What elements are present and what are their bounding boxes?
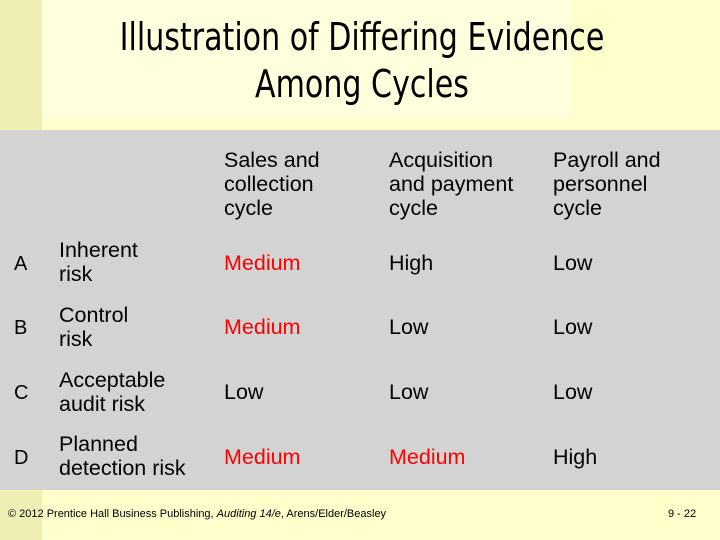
row-d-payroll-value: High [553,445,598,469]
row-b-label: Control risk [59,303,128,351]
row-c-label: Acceptable audit risk [59,368,165,416]
header-sales: Sales and collection cycle [224,148,320,220]
header-payroll-line-1: Payroll and [553,148,661,172]
row-d-sales-value: Medium [224,445,301,469]
header-payroll-line-2: personnel [553,172,648,196]
header-payroll: Payroll and personnel cycle [553,148,661,220]
row-a-sales-value: Medium [224,251,301,275]
row-c-sales-value: Low [224,380,264,404]
row-c-payroll-value: Low [553,380,593,404]
row-c-letter: C [14,382,29,404]
row-b-acquisition-value: Low [389,315,429,339]
row-a-payroll-value: Low [553,251,593,275]
row-d-label-line-1: Planned [59,432,138,456]
footer-book-title: Auditing 14/e [216,508,281,520]
header-acq-line-2: and payment [389,172,514,196]
title-line-1: Illustration of Differing Evidence [119,15,605,59]
row-a-label: Inherent risk [59,238,138,286]
row-a-acquisition-value: High [389,251,434,275]
slide-title: Illustration of Differing Evidence Among… [80,14,643,108]
footer-prefix: © 2012 Prentice Hall Business Publishing… [8,508,217,520]
row-a-label-line-2: risk [59,262,93,286]
footer-authors: , Arens/Elder/Beasley [280,508,387,520]
title-background [42,0,572,118]
row-d-label-line-2: detection risk [59,456,186,480]
header-sales-line-2: collection [224,172,314,196]
row-d-acquisition-value: Medium [389,445,466,469]
header-acq-line-1: Acquisition [389,148,493,172]
page-number: 9 - 22 [668,508,697,520]
copyright-footer: © 2012 Prentice Hall Business Publishing… [8,508,386,520]
header-acquisition: Acquisition and payment cycle [389,148,513,220]
row-a-label-line-1: Inherent [59,238,138,262]
row-c-acquisition-value: Low [389,380,429,404]
evidence-table: Sales and collection cycle Acquisition a… [0,130,720,490]
row-d-letter: D [14,447,29,469]
header-payroll-line-3: cycle [553,196,602,220]
header-sales-line-3: cycle [224,196,273,220]
row-b-sales-value: Medium [224,315,301,339]
row-d-label: Planned detection risk [59,432,186,480]
header-sales-line-1: Sales and [224,148,320,172]
row-b-letter: B [14,317,28,339]
row-b-label-line-1: Control [59,303,129,327]
row-c-label-line-2: audit risk [59,392,146,416]
title-line-2: Among Cycles [255,62,469,106]
row-b-payroll-value: Low [553,315,593,339]
row-b-label-line-2: risk [59,327,93,351]
row-c-label-line-1: Acceptable [59,368,166,392]
row-a-letter: A [14,253,28,275]
header-acq-line-3: cycle [389,196,438,220]
